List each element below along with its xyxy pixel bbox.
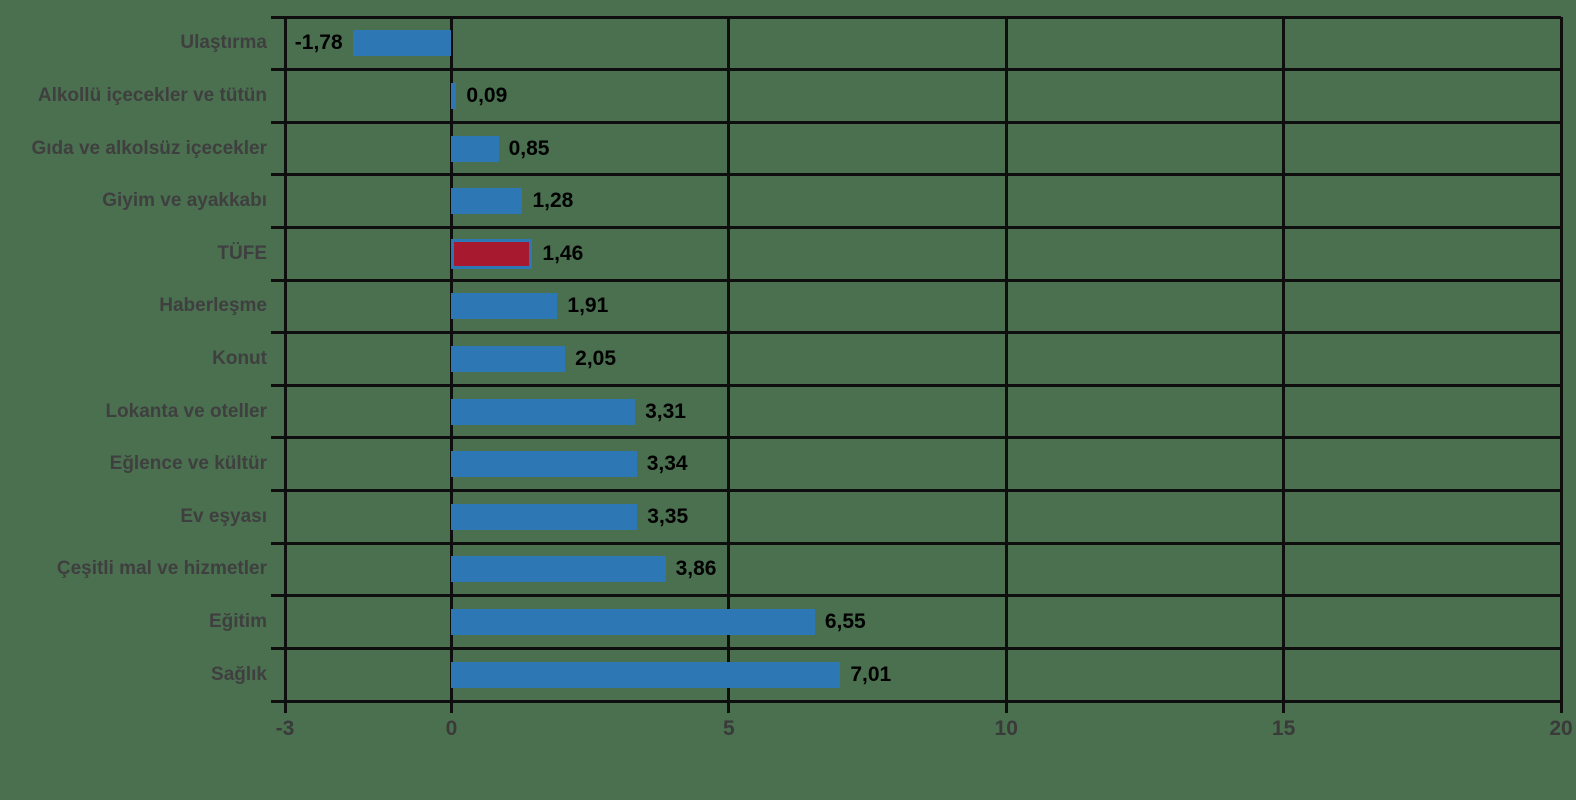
bar-value-label: 2,05	[575, 347, 617, 370]
bar-value-label: -1,78	[294, 31, 343, 55]
vertical-gridline	[1004, 17, 1008, 701]
horizontal-gridline	[271, 331, 1561, 335]
horizontal-gridline	[271, 383, 1561, 387]
bar	[352, 30, 452, 57]
bar	[451, 451, 637, 478]
bar	[451, 609, 815, 636]
category-label: Çeşitli mal ve hizmetler	[56, 558, 267, 580]
bar	[451, 293, 558, 320]
x-axis-tick	[727, 701, 731, 713]
category-label: Alkollü içecekler ve tütün	[37, 84, 267, 106]
bar	[451, 135, 499, 162]
x-axis-tick-label: 15	[1271, 717, 1296, 740]
bar	[451, 346, 566, 372]
vertical-gridline	[283, 17, 287, 701]
bar	[451, 556, 666, 583]
x-axis-tick	[283, 701, 287, 713]
bar-value-label: 3,35	[647, 504, 689, 528]
category-label: Giyim ve ayakkabı	[102, 190, 267, 212]
category-label: Haberleşme	[159, 295, 267, 317]
bar-value-label: 3,86	[675, 557, 717, 581]
horizontal-gridline	[271, 225, 1561, 229]
horizontal-gridline	[271, 646, 1561, 650]
horizontal-gridline	[271, 489, 1561, 493]
category-label: Gıda ve alkolsüz içecekler	[31, 137, 267, 159]
x-axis-tick	[449, 701, 453, 713]
category-label: Konut	[212, 348, 267, 369]
bar-value-label: 6,55	[824, 610, 866, 634]
x-axis-tick-label: 5	[722, 717, 735, 740]
bar-value-label: 0,09	[466, 83, 508, 107]
x-axis-tick-label: 20	[1549, 717, 1573, 740]
horizontal-gridline	[271, 173, 1561, 177]
vertical-gridline	[1282, 17, 1286, 701]
vertical-gridline	[727, 17, 731, 701]
vertical-gridline	[1559, 17, 1563, 701]
bar-value-label: 3,31	[645, 399, 686, 423]
x-axis-tick	[1004, 701, 1008, 713]
category-label: Eğlence ve kültür	[109, 453, 267, 475]
horizontal-gridline	[271, 120, 1561, 124]
highlight-bar	[451, 238, 533, 269]
category-label: Sağlık	[211, 663, 267, 685]
category-label: Lokanta ve oteller	[105, 400, 267, 422]
category-label: Ulaştırma	[180, 32, 267, 54]
x-axis-tick-label: 0	[445, 717, 458, 740]
horizontal-gridline	[271, 68, 1561, 72]
bar	[451, 398, 636, 425]
bar	[451, 188, 523, 215]
horizontal-gridline	[271, 436, 1561, 440]
x-axis-line	[271, 699, 1561, 703]
x-axis-tick	[1559, 701, 1563, 713]
horizontal-gridline	[271, 278, 1561, 282]
horizontal-gridline	[271, 15, 1561, 19]
bar	[451, 661, 841, 688]
horizontal-gridline	[271, 541, 1561, 545]
bar-value-label: 7,01	[850, 662, 892, 686]
category-label: Eğitim	[208, 611, 267, 633]
bar-value-label: 1,28	[532, 189, 574, 213]
bar	[451, 82, 457, 109]
bar-value-label: 0,85	[508, 136, 550, 160]
x-axis-tick-label: -3	[275, 717, 295, 740]
x-axis-tick	[1282, 701, 1286, 713]
category-label: TÜFE	[217, 242, 267, 264]
bar-value-label: 3,34	[646, 452, 688, 476]
bar-value-label: 1,91	[567, 294, 609, 318]
category-label: Ev eşyası	[180, 505, 267, 527]
x-axis-tick-label: 10	[994, 717, 1018, 740]
bar-value-label: 1,46	[542, 241, 584, 265]
horizontal-gridline	[271, 594, 1561, 598]
bar	[451, 503, 638, 530]
